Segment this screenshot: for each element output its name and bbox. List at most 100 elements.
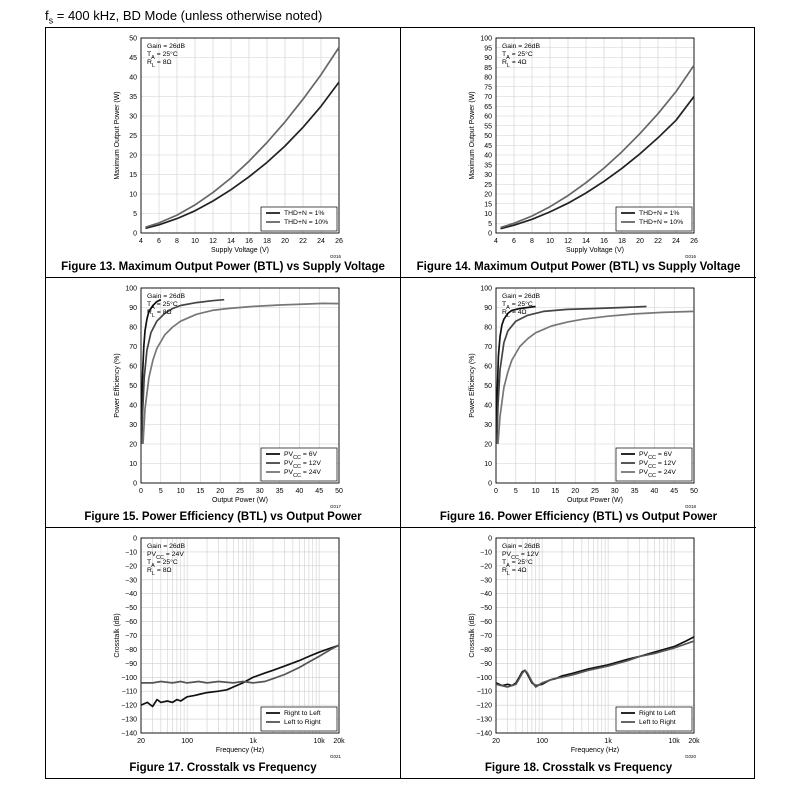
y-axis-label: Maximum Output Power (W): [469, 91, 476, 179]
y-tick-label: 20: [484, 442, 492, 449]
x-tick-label: 15: [197, 488, 205, 495]
x-tick-label: 10: [546, 238, 554, 245]
x-tick-label: 16: [600, 238, 608, 245]
y-tick-label: 25: [129, 133, 137, 140]
series-line: [495, 640, 695, 688]
y-tick-label: −40: [480, 591, 492, 598]
x-tick-label: 6: [512, 238, 516, 245]
page-header: fs = 400 kHz, BD Mode (unless otherwise …: [45, 8, 322, 26]
legend-label: THD+N = 1%: [284, 210, 324, 217]
figure-13-caption: Figure 13. Maximum Output Power (BTL) vs…: [61, 261, 385, 273]
condition-text: RL = 4Ω: [502, 309, 527, 319]
y-tick-label: 70: [129, 344, 137, 351]
legend-label: Left to Right: [639, 719, 676, 726]
x-tick-label: 10k: [668, 738, 680, 745]
y-tick-label: −30: [125, 577, 137, 584]
condition-text: RL = 8Ω: [147, 59, 172, 69]
y-tick-label: 30: [129, 114, 137, 121]
series-line: [140, 644, 340, 708]
x-axis-label: Frequency (Hz): [571, 747, 619, 754]
y-tick-label: 80: [484, 325, 492, 332]
series-line: [497, 310, 695, 445]
y-tick-label: 55: [484, 123, 492, 130]
y-tick-label: 0: [133, 536, 137, 543]
legend-label: THD+N = 1%: [639, 210, 679, 217]
y-tick-label: 10: [484, 461, 492, 468]
y-tick-label: −90: [125, 661, 137, 668]
x-tick-label: 12: [209, 238, 217, 245]
x-tick-label: 18: [263, 238, 271, 245]
y-tick-label: 100: [125, 286, 137, 293]
x-tick-label: 16: [245, 238, 253, 245]
x-tick-label: 0: [139, 488, 143, 495]
x-tick-label: 25: [591, 488, 599, 495]
plot-frame: [140, 537, 340, 734]
legend-label: THD+N = 10%: [284, 219, 328, 226]
y-tick-label: −40: [125, 591, 137, 598]
y-tick-label: −80: [480, 647, 492, 654]
x-tick-label: 20: [571, 488, 579, 495]
x-tick-label: 8: [175, 238, 179, 245]
condition-text: Gain = 26dB: [147, 293, 185, 300]
y-tick-label: −100: [121, 675, 137, 682]
condition-text: TA = 25°C: [147, 558, 178, 569]
figure-code: G016: [685, 254, 697, 259]
x-axis-label: Output Power (W): [567, 497, 623, 504]
y-tick-label: 25: [484, 182, 492, 189]
x-tick-label: 20: [281, 238, 289, 245]
y-tick-label: 0: [133, 481, 137, 488]
y-tick-label: −70: [480, 633, 492, 640]
y-axis-label: Power Efficiency (%): [469, 353, 476, 417]
x-tick-label: 40: [296, 488, 304, 495]
x-axis-label: Supply Voltage (V): [566, 247, 624, 254]
condition-text: RL = 8Ω: [147, 309, 172, 319]
legend-label: THD+N = 10%: [639, 219, 683, 226]
x-tick-label: 50: [690, 488, 698, 495]
x-tick-label: 10: [532, 488, 540, 495]
y-tick-label: 20: [484, 192, 492, 199]
y-tick-label: −10: [480, 549, 492, 556]
grid-lines: [140, 37, 340, 234]
y-tick-label: 80: [129, 325, 137, 332]
y-axis-label: Crosstalk (dB): [114, 613, 121, 657]
x-tick-label: 10: [191, 238, 199, 245]
x-tick-label: 20: [137, 738, 145, 745]
condition-text: Gain = 26dB: [502, 543, 540, 550]
condition-text: TA = 25°C: [147, 300, 178, 311]
y-tick-label: 5: [133, 211, 137, 218]
figure-17-caption: Figure 17. Crosstalk vs Frequency: [129, 762, 317, 774]
figure-18-chart: 0 −10 −20 −30 −40 −50 −60 −70 −80 −90 −100 −110 −120…: [469, 536, 700, 760]
x-tick-label: 45: [315, 488, 323, 495]
plot-frame: [140, 37, 340, 234]
figure-16-caption: Figure 16. Power Efficiency (BTL) vs Out…: [439, 511, 718, 523]
x-axis-label: Output Power (W): [212, 497, 268, 504]
x-tick-label: 20k: [688, 738, 700, 745]
x-tick-label: 22: [299, 238, 307, 245]
header-prefix: f: [45, 8, 49, 23]
condition-text: PVCC = 12V: [502, 551, 539, 561]
figure-code: G020: [685, 754, 697, 759]
figure-13-panel: 0 5 10 15 20 25 30 35 40 45 50 4 6 8 10 12 14 16 18 20 22 24 2…: [46, 28, 401, 278]
series-line: [140, 298, 162, 445]
x-tick-label: 4: [494, 238, 498, 245]
legend: THD+N = 1% THD+N = 10%: [615, 206, 693, 232]
y-tick-label: 0: [488, 481, 492, 488]
x-axis-label: Supply Voltage (V): [211, 247, 269, 254]
x-tick-label: 45: [670, 488, 678, 495]
y-tick-label: 15: [484, 201, 492, 208]
plot-frame: [140, 287, 340, 484]
condition-text: TA = 25°C: [502, 300, 533, 311]
y-tick-label: 80: [484, 75, 492, 82]
figure-code: G017: [330, 504, 342, 509]
x-tick-label: 22: [654, 238, 662, 245]
y-tick-label: 40: [129, 403, 137, 410]
series-line: [145, 46, 340, 229]
y-tick-label: 60: [129, 364, 137, 371]
condition-text: PVCC = 24V: [147, 551, 184, 561]
figure-17-panel: 0 −10 −20 −30 −40 −50 −60 −70 −80 −90 −100 −110 −120…: [46, 528, 401, 778]
plot-frame: [495, 287, 695, 484]
condition-text: Gain = 26dB: [147, 543, 185, 550]
y-tick-label: −130: [476, 717, 492, 724]
legend-label: Right to Left: [639, 710, 676, 717]
